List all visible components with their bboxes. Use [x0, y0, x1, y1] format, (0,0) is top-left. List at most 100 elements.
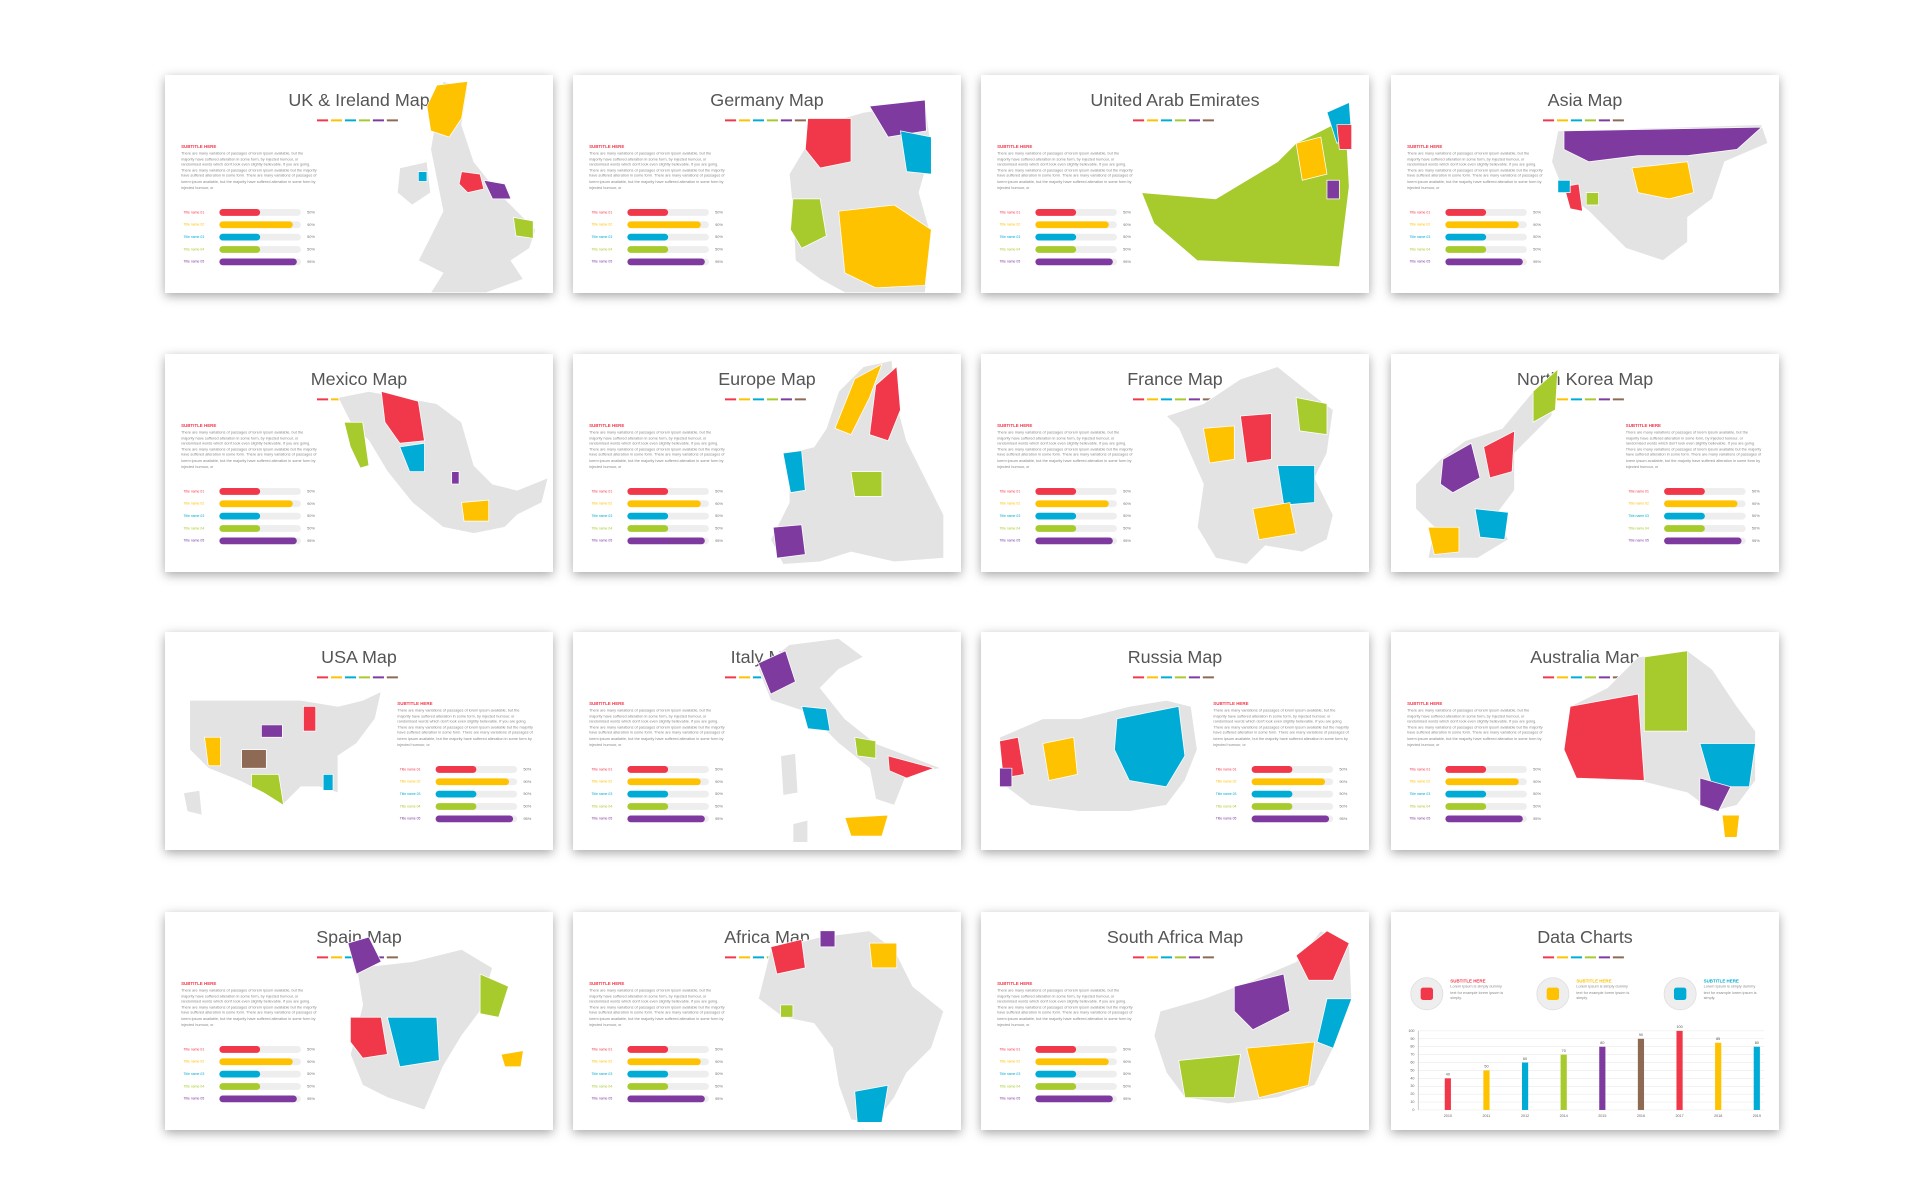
bar-fill [219, 525, 261, 532]
bar-label: Title name 02 [400, 780, 421, 784]
bar-percent: 50% [1123, 1071, 1131, 1076]
bar-percent: 50% [307, 513, 315, 518]
body-text: There are many variations of passages of… [397, 707, 533, 747]
map-region [1295, 136, 1328, 181]
map [1551, 124, 1769, 262]
bar-fill [1445, 246, 1487, 253]
bar-label: Title name 05 [592, 1097, 613, 1101]
bar-percent: 50% [1123, 1084, 1131, 1089]
x-tick-label: 2010 [1444, 1114, 1452, 1118]
body-text-box: There are many variations of passages of… [1407, 150, 1543, 190]
y-tick-label: 20 [1410, 1092, 1414, 1096]
bar-percent: 50% [1752, 513, 1760, 518]
bar-fill [219, 512, 261, 520]
bar-percent: 90% [307, 501, 315, 506]
slide-title: Mexico Map [311, 369, 408, 389]
item-body-box: Lorem Ipsum is simply dummy text for exa… [1576, 984, 1629, 1000]
bar-percent: 50% [715, 766, 723, 771]
subtitle: SUBTITLE HERE [1407, 144, 1442, 149]
subtitle: SUBTITLE HERE [997, 144, 1032, 149]
bar-percent: 50% [307, 209, 315, 214]
bar-fill [627, 258, 705, 266]
bar-fill [627, 1083, 669, 1090]
bar-label: Title name 01 [400, 767, 421, 771]
y-tick-label: 60 [1410, 1061, 1414, 1065]
bar-fill [627, 815, 705, 823]
bar-percent: 95% [715, 1096, 723, 1101]
item-body: Lorem Ipsum is simply dummy text for exa… [1703, 983, 1757, 1001]
bar-percent: 95% [715, 538, 723, 543]
bar-fill [219, 246, 261, 253]
slide-title: Data Charts [1537, 927, 1633, 947]
bar-percent: 50% [1123, 526, 1131, 531]
slide-title: North Korea Map [1517, 369, 1653, 389]
map-region [1233, 973, 1291, 1031]
bar-fill [627, 512, 669, 520]
bar-percent: 50% [715, 1071, 723, 1076]
subtitle: SUBTITLE HERE [589, 144, 624, 149]
bar-label: Title name 05 [592, 817, 613, 821]
map-region [790, 198, 827, 249]
bar-label: Title name 03 [184, 235, 205, 239]
subtitle: SUBTITLE HERE [589, 981, 624, 986]
map-region [1295, 930, 1350, 981]
map [1563, 650, 1756, 838]
bar-percent: 95% [307, 1096, 315, 1101]
map-region [322, 773, 334, 791]
bar-fill [219, 1058, 293, 1066]
slide-title: USA Map [321, 647, 397, 667]
body-text: There are many variations of passages of… [1407, 150, 1543, 190]
y-tick-label: 40 [1410, 1076, 1414, 1080]
bar-label: Title name 05 [184, 260, 205, 264]
bar-percent: 95% [1123, 538, 1131, 543]
map-region [343, 421, 370, 469]
bar-fill [435, 766, 477, 773]
bar-percent: 90% [307, 1059, 315, 1064]
value-label: 100 [1676, 1025, 1682, 1029]
bar [1483, 1070, 1490, 1110]
map [770, 359, 945, 565]
bar [1753, 1046, 1760, 1110]
bar-percent: 90% [307, 222, 315, 227]
bar-label: Title name 05 [592, 260, 613, 264]
body-text: There are many variations of passages of… [589, 150, 725, 190]
body-text: There are many variations of passages of… [589, 987, 725, 1027]
bar-percent: 50% [1533, 804, 1541, 809]
map-region [887, 755, 936, 779]
map-region [1721, 814, 1740, 838]
bar-fill [1251, 778, 1326, 786]
bar-fill [435, 803, 477, 810]
bar-percent: 50% [307, 247, 315, 252]
map-region [780, 1004, 794, 1018]
bar-label: Title name 03 [592, 1072, 613, 1076]
slide-title: Australia Map [1530, 647, 1640, 667]
y-tick-label: 50 [1410, 1068, 1414, 1072]
bar-percent: 50% [1123, 247, 1131, 252]
bar-percent: 90% [715, 1059, 723, 1064]
map [757, 930, 945, 1123]
map-region [1277, 465, 1316, 506]
bar-label: Title name 03 [1410, 235, 1431, 239]
map-region [850, 471, 883, 497]
bar [1444, 1078, 1451, 1110]
bar-label: Title name 03 [1000, 514, 1021, 518]
bar-fill [627, 488, 669, 495]
map-region [772, 524, 806, 559]
subtitle: SUBTITLE HERE [181, 423, 216, 428]
map-region [1474, 508, 1509, 541]
map-region [1427, 526, 1460, 555]
bar-label: Title name 05 [1000, 260, 1021, 264]
bar-fill [1035, 1070, 1077, 1078]
bar-fill [219, 1083, 261, 1090]
map-region [1532, 368, 1559, 423]
slide-title: Asia Map [1548, 90, 1623, 110]
body-text-box: There are many variations of passages of… [1626, 430, 1762, 469]
map [183, 690, 382, 816]
